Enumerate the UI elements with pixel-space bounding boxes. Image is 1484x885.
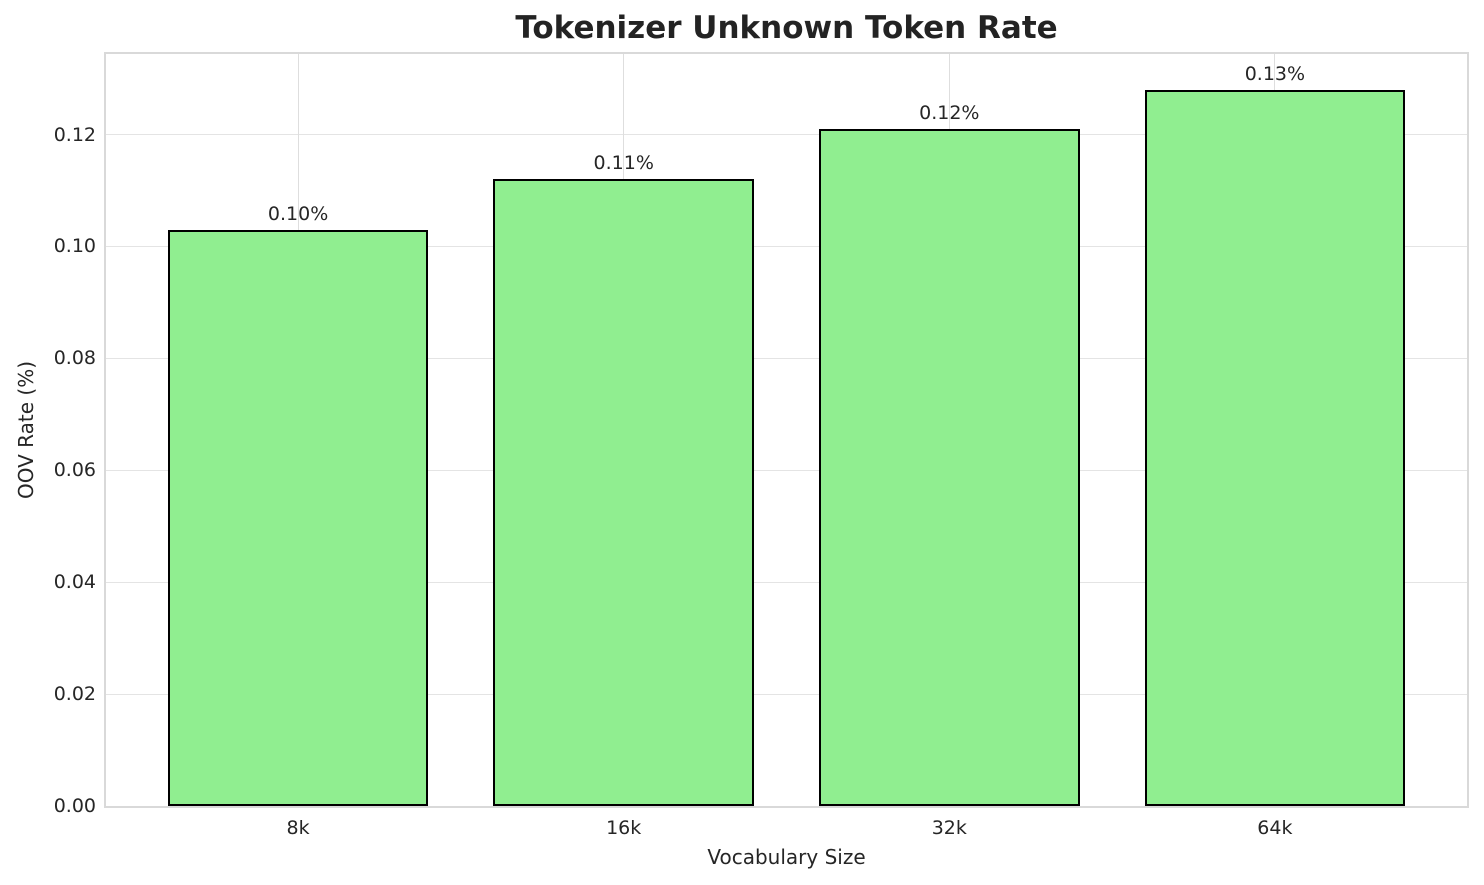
horizontal-gridline [106,693,1467,695]
y-tick-label: 0.04 [53,571,96,594]
y-tick-label: 0.12 [53,123,96,146]
bar-value-label: 0.10% [267,202,329,225]
horizontal-gridline [106,134,1467,136]
y-tick-label: 0.08 [53,347,96,370]
chart-title: Tokenizer Unknown Token Rate [515,10,1058,46]
x-tick-label: 64k [1257,817,1293,839]
y-tick-label: 0.10 [53,235,96,258]
x-tick-label: 32k [931,817,967,839]
bar-value-label: 0.13% [1244,62,1306,85]
horizontal-gridline [106,469,1467,471]
horizontal-gridline [106,245,1467,247]
bar-64k [1144,89,1406,806]
y-tick-label: 0.00 [53,795,96,817]
x-tick-label: 16k [606,817,642,839]
bar-16k [493,179,754,806]
x-axis-label: Vocabulary Size [707,845,866,869]
bar-32k [819,128,1080,806]
y-tick-label: 0.02 [53,683,96,706]
y-tick-labels: 0.00 0.02 0.04 0.06 0.08 0.10 0.12 [0,54,96,817]
bar-value-label: 0.12% [919,101,980,124]
x-tick-label: 8k [286,817,310,839]
y-tick-label: 0.06 [53,459,96,482]
plot-area: 0.10% 0.11% 0.12% 0.13% [104,52,1469,808]
x-tick-labels: 8k 16k 32k 64k [106,816,1467,846]
horizontal-gridline [106,357,1467,359]
horizontal-gridline [106,581,1467,583]
bar-value-label: 0.11% [593,152,654,175]
bar-8k [167,229,429,806]
